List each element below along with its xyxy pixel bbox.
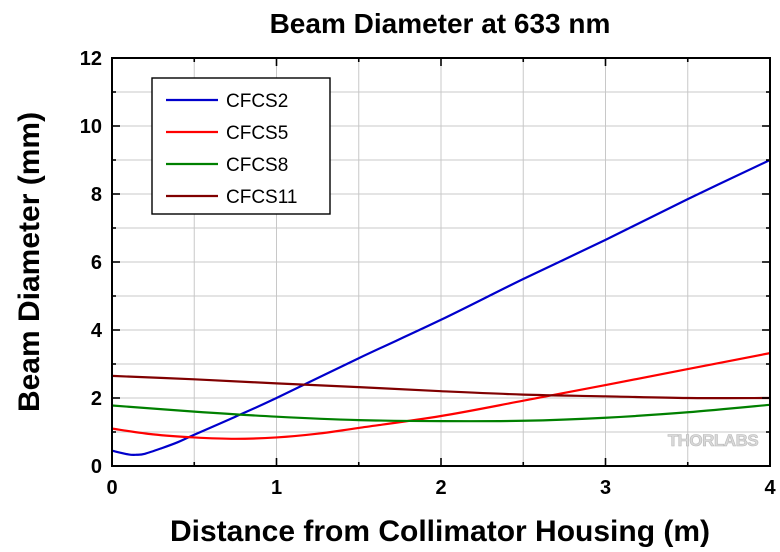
x-tick-label: 3 bbox=[600, 477, 611, 499]
series-curves bbox=[111, 159, 771, 457]
x-tick-label: 2 bbox=[435, 477, 446, 499]
chart-title: Beam Diameter at 633 nm bbox=[270, 8, 611, 39]
x-tick-labels: 0 1 2 3 4 bbox=[106, 477, 776, 499]
x-tick-label: 1 bbox=[271, 477, 282, 499]
legend-box bbox=[151, 77, 331, 215]
y-tick-labels: 0 2 4 6 8 10 12 bbox=[80, 48, 103, 478]
legend-label-cfcs11: CFCS11 bbox=[226, 187, 297, 208]
series-line-cfcs8 bbox=[111, 403, 771, 423]
grid-lines bbox=[112, 58, 770, 466]
legend: CFCS2 CFCS5 CFCS8 CFCS11 bbox=[151, 77, 331, 215]
x-tick-label: 4 bbox=[764, 477, 776, 499]
y-tick-label: 12 bbox=[80, 48, 102, 70]
x-axis-label: Distance from Collimator Housing (m) bbox=[170, 515, 710, 548]
legend-label-cfcs2: CFCS2 bbox=[226, 91, 288, 112]
axis-ticks bbox=[111, 57, 771, 467]
x-tick-label: 0 bbox=[106, 477, 117, 499]
series-line-cfcs5 bbox=[111, 352, 771, 440]
legend-label-cfcs8: CFCS8 bbox=[226, 155, 288, 176]
y-tick-label: 2 bbox=[91, 388, 102, 410]
thorlabs-watermark-logo: THORLABS bbox=[667, 431, 759, 451]
legend-label-cfcs5: CFCS5 bbox=[226, 123, 288, 144]
series-line-cfcs2 bbox=[111, 159, 771, 457]
y-tick-label: 0 bbox=[91, 456, 102, 478]
watermark-text: THORLABS bbox=[668, 431, 759, 450]
y-tick-label: 10 bbox=[80, 116, 102, 138]
y-tick-label: 8 bbox=[91, 184, 102, 206]
series-line-cfcs11 bbox=[111, 374, 771, 400]
y-axis-label: Beam Diameter (mm) bbox=[13, 112, 46, 412]
y-tick-label: 4 bbox=[91, 320, 103, 342]
y-tick-label: 6 bbox=[91, 252, 102, 274]
